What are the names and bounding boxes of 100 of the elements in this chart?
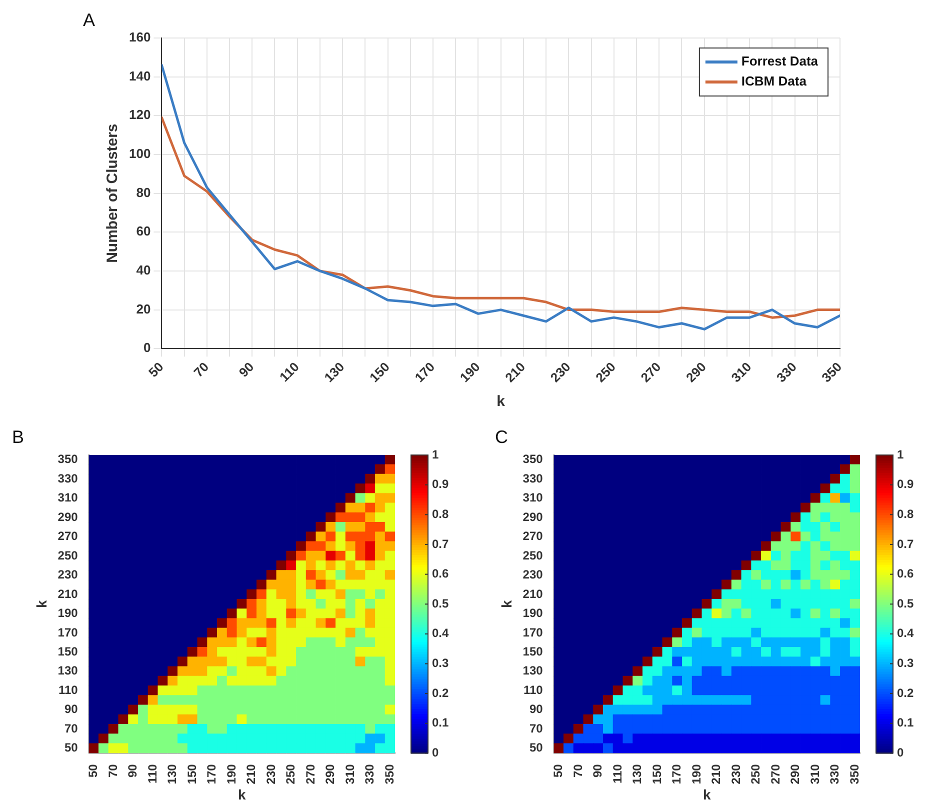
color-bar-label: 0.9	[432, 477, 450, 492]
y-tick-label: 330	[58, 471, 78, 486]
x-tick-label: 70	[106, 764, 120, 778]
x-tick-label: 150	[184, 764, 199, 784]
x-tick-label: 350	[818, 359, 845, 386]
x-tick-label: 230	[547, 359, 574, 386]
x-tick-label: 70	[570, 764, 585, 778]
text: C	[495, 427, 508, 448]
y-axis-title: Number of Clusters	[104, 124, 122, 263]
y-tick-label: 330	[522, 471, 544, 486]
x-tick-label: 90	[236, 359, 257, 380]
y-axis-title: k	[498, 600, 514, 608]
color-bar-label: 0.7	[432, 536, 450, 551]
x-tick-label: 170	[412, 359, 438, 386]
y-tick-label: 70	[529, 721, 544, 736]
y-tick-label: 190	[58, 606, 78, 620]
x-tick-label: 250	[284, 764, 298, 784]
y-tick-label: 250	[522, 548, 544, 562]
color-bar-label: 0.4	[432, 626, 450, 640]
color-bar-label: 0.1	[432, 716, 450, 730]
color-bar-label: 0.5	[432, 596, 450, 610]
x-tick-label: 190	[456, 359, 483, 386]
x-tick-label: 270	[768, 764, 782, 784]
x-tick-label: 330	[362, 764, 377, 784]
y-tick-label: 250	[58, 548, 78, 562]
x-tick-label: 70	[190, 359, 212, 380]
x-tick-label: 310	[342, 764, 357, 784]
y-tick-label: 290	[522, 510, 544, 524]
y-tick-label: 110	[523, 682, 544, 697]
y-tick-label: 110	[58, 682, 78, 697]
x-tick-label: 150	[650, 764, 664, 784]
y-tick-label: 230	[58, 568, 78, 582]
y-tick-label: 130	[58, 664, 78, 678]
x-tick-label: 190	[689, 764, 704, 784]
y-tick-label: 90	[64, 702, 78, 716]
x-tick-label: 210	[709, 764, 724, 784]
y-tick-label: 130	[522, 664, 544, 678]
x-tick-label: 310	[728, 359, 754, 386]
y-tick-label: 290	[58, 510, 78, 524]
x-tick-label: 110	[610, 764, 624, 784]
y-tick-label: 50	[64, 740, 78, 755]
y-tick-label: 60	[136, 224, 151, 239]
y-tick-label: 50	[529, 740, 544, 755]
legend-label: ICBM Data	[741, 74, 808, 89]
x-axis-title: k	[238, 786, 246, 802]
x-tick-label: 290	[788, 764, 802, 784]
x-axis-title: k	[703, 786, 712, 802]
y-tick-label: 190	[522, 606, 544, 620]
x-tick-label: 350	[847, 764, 862, 784]
y-tick-label: 170	[58, 625, 78, 640]
color-bar-label: 0	[432, 745, 439, 760]
y-tick-label: 350	[58, 452, 78, 466]
color-bar-label: 0.6	[897, 566, 914, 581]
y-tick-label: 70	[64, 721, 78, 736]
color-bar-label: 0.6	[432, 566, 450, 581]
text: A	[83, 10, 96, 31]
color-bar-label: 0.2	[432, 686, 450, 700]
x-tick-label: 290	[683, 359, 709, 386]
y-tick-label: 90	[529, 702, 544, 716]
x-tick-label: 250	[592, 359, 619, 386]
x-axis-title: k	[496, 393, 506, 410]
x-tick-label: 110	[276, 359, 302, 385]
x-tick-label: 310	[808, 764, 822, 784]
x-tick-label: 290	[323, 764, 338, 784]
x-tick-label: 270	[638, 359, 664, 386]
y-tick-label: 170	[522, 625, 544, 640]
x-tick-label: 130	[630, 764, 644, 784]
y-tick-label: 210	[58, 586, 78, 601]
x-tick-label: 330	[773, 359, 800, 386]
x-tick-label: 150	[366, 359, 392, 386]
color-bar-label: 0.1	[897, 716, 914, 730]
legend-label: Forrest Data	[741, 54, 819, 69]
x-tick-label: 50	[86, 764, 100, 778]
color-bar-label: 0.5	[897, 596, 914, 610]
x-tick-label: 350	[382, 764, 396, 784]
color-bar-label: 0	[897, 745, 904, 760]
x-tick-label: 190	[224, 764, 238, 784]
y-tick-label: 210	[522, 586, 544, 601]
x-tick-label: 130	[321, 359, 348, 386]
y-tick-label: 270	[58, 529, 78, 544]
y-tick-label: 150	[58, 644, 78, 658]
color-bar-label: 0.8	[897, 506, 914, 521]
x-tick-label: 270	[303, 764, 318, 784]
x-tick-label: 330	[828, 764, 842, 784]
y-tick-label: 270	[522, 529, 544, 544]
x-tick-label: 130	[165, 764, 180, 784]
color-bar-label: 0.4	[897, 626, 914, 640]
x-tick-label: 170	[670, 764, 684, 784]
x-tick-label: 90	[590, 764, 605, 778]
color-bar-label: 0.9	[897, 477, 914, 492]
x-tick-label: 230	[728, 764, 743, 784]
x-tick-label: 50	[551, 764, 566, 778]
color-bar-label: 0.8	[432, 506, 450, 521]
y-axis-title: k	[33, 600, 50, 608]
y-tick-label: 20	[136, 301, 151, 316]
y-tick-label: 140	[128, 68, 151, 84]
x-tick-label: 230	[264, 764, 278, 784]
color-bar-label: 0.7	[897, 536, 914, 551]
y-tick-label: 40	[136, 262, 151, 278]
y-tick-label: 150	[522, 644, 544, 658]
